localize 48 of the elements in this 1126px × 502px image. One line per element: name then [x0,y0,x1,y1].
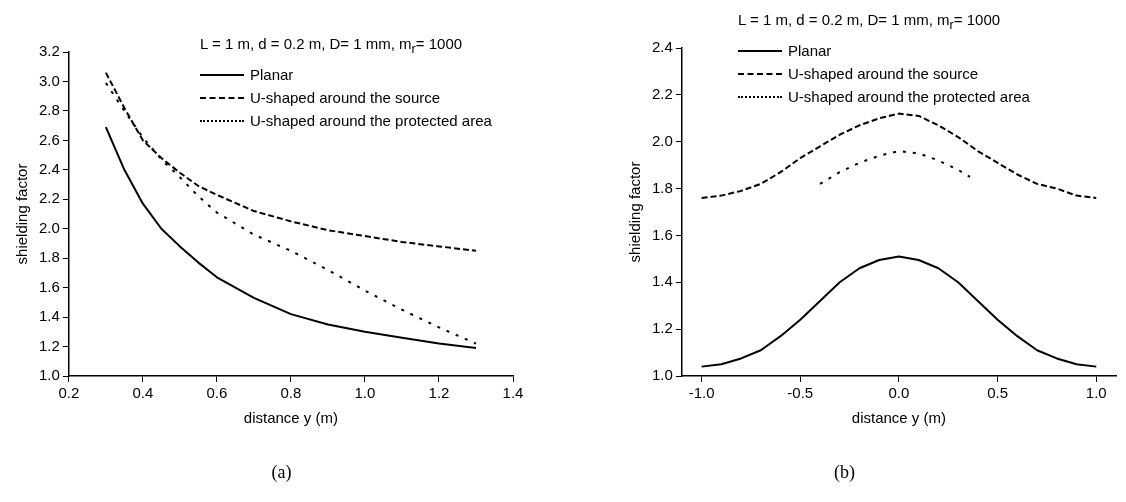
x-tick-label: 1.2 [428,384,450,402]
x-tick-label: -1.0 [688,384,715,402]
y-tick-label: 1.6 [38,277,60,295]
y-tick-label: 2.4 [651,38,673,56]
legend-title: L = 1 m, d = 0.2 m, D= 1 mm, m$_{r}$= 1000 [200,34,464,58]
line-series [700,112,1098,199]
y-tick-label: 3.2 [38,42,60,60]
line-series [818,150,971,185]
y-tick-label: 2.2 [38,189,60,207]
x-axis-title: distance y (m) [243,409,339,427]
legend-label: U-shaped around the protected area [250,111,492,131]
y-tick-label: 1.8 [651,178,673,196]
y-tick-label: 1.2 [38,336,60,354]
y-tick-label: 1.8 [38,248,60,266]
x-tick-label: 0.4 [132,384,154,402]
x-tick-label: 0.8 [280,384,302,402]
y-tick-label: 2.0 [38,218,60,236]
y-tick-label: 2.2 [651,85,673,102]
y-tick-label: 2.4 [38,159,60,177]
y-tick-label: 3.0 [38,71,60,89]
text: (a) [270,462,293,483]
legend-label: Planar [250,65,294,85]
x-axis-title: distance y (m) [851,409,947,427]
y-axis-title: shielding factor [626,161,644,263]
y-tick-label: 1.2 [651,319,673,337]
x-tick-label: 1.0 [354,384,376,402]
text: (b) [833,462,856,483]
legend-label: Planar [788,41,832,61]
y-tick-label: 1.4 [651,272,673,290]
legend-label: U-shaped around the source [788,64,979,84]
x-tick-label: 0.5 [987,384,1009,402]
y-tick-label: 2.6 [38,130,60,148]
x-tick-label: 1.0 [1085,384,1107,402]
legend-label: U-shaped around the protected area [788,87,1030,107]
legend-label: U-shaped around the source [250,88,441,108]
y-tick-label: 2.0 [651,131,673,149]
x-tick-label: 0.2 [58,384,80,402]
x-tick-label: 1.4 [502,384,524,402]
y-tick-label: 1.0 [38,366,60,384]
y-axis-title: shielding factor [13,163,31,265]
x-tick-label: 0.6 [206,384,228,402]
x-tick-label: -0.5 [787,384,814,402]
y-tick-label: 1.0 [651,366,673,384]
y-tick-label: 1.6 [651,225,673,243]
x-tick-label: 0.0 [888,384,910,402]
y-tick-label: 2.8 [38,101,60,119]
legend-title: L = 1 m, d = 0.2 m, D= 1 mm, m$_{r}$= 1000 [738,10,1002,34]
y-tick-label: 1.4 [38,307,60,325]
